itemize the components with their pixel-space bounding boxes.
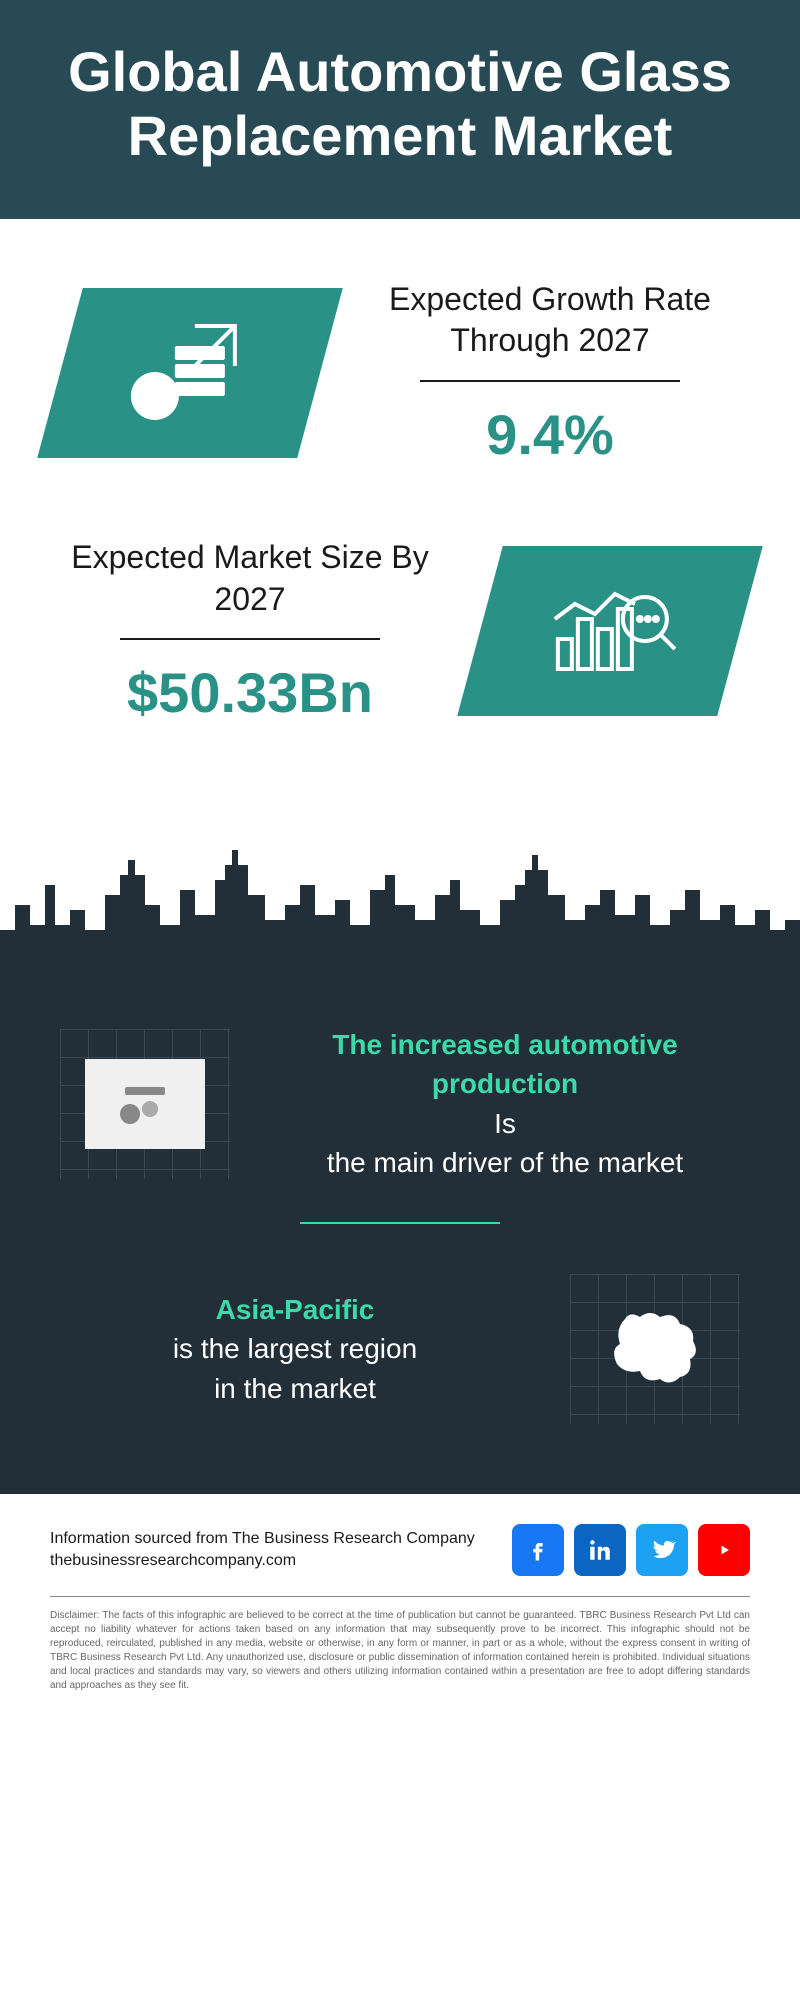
marketsize-value: $50.33Bn (60, 660, 440, 725)
social-links (512, 1524, 750, 1576)
auto-parts-graphic (60, 1029, 230, 1179)
insight-1-line1: Is (494, 1108, 516, 1139)
divider (120, 638, 380, 640)
chart-icon-box (457, 546, 763, 716)
svg-text:$: $ (147, 380, 163, 411)
insight-2-line2: in the market (214, 1373, 376, 1404)
insight-1-text: The increased automotive production Is t… (270, 1025, 740, 1182)
insight-2-text: Asia-Pacific is the largest region in th… (60, 1290, 530, 1408)
footer-divider (50, 1596, 750, 1597)
footer: Information sourced from The Business Re… (0, 1494, 800, 1713)
source-line2: thebusinessresearchcompany.com (50, 1552, 296, 1569)
growth-value: 9.4% (360, 402, 740, 467)
stats-section: $ Expected Growth Rate Through 2027 9.4% (0, 219, 800, 835)
growth-stat-block: Expected Growth Rate Through 2027 9.4% (360, 279, 740, 467)
insight-row-2: Asia-Pacific is the largest region in th… (60, 1274, 740, 1424)
disclaimer-text: Disclaimer: The facts of this infographi… (50, 1609, 750, 1693)
insight-1-line2: the main driver of the market (327, 1147, 683, 1178)
skyline-graphic (0, 835, 800, 975)
facebook-icon[interactable] (512, 1524, 564, 1576)
youtube-icon[interactable] (698, 1524, 750, 1576)
header-banner: Global Automotive Glass Replacement Mark… (0, 0, 800, 219)
growth-money-icon: $ (120, 310, 260, 435)
growth-icon-box: $ (37, 288, 343, 458)
insight-2-highlight: Asia-Pacific (216, 1294, 375, 1325)
stat-row-growth: $ Expected Growth Rate Through 2027 9.4% (60, 279, 740, 467)
divider (420, 380, 680, 382)
source-line1: Information sourced from The Business Re… (50, 1530, 475, 1547)
stat-row-marketsize: Expected Market Size By 2027 $50.33Bn (60, 537, 740, 725)
source-info: Information sourced from The Business Re… (50, 1528, 475, 1573)
asia-map-graphic (570, 1274, 740, 1424)
insight-row-1: The increased automotive production Is t… (60, 1025, 740, 1182)
linkedin-icon[interactable] (574, 1524, 626, 1576)
insight-2-line1: is the largest region (173, 1333, 417, 1364)
footer-top-row: Information sourced from The Business Re… (50, 1524, 750, 1576)
auto-parts-image (85, 1059, 205, 1149)
chart-analysis-icon (540, 569, 680, 694)
marketsize-label: Expected Market Size By 2027 (60, 537, 440, 620)
twitter-icon[interactable] (636, 1524, 688, 1576)
growth-label: Expected Growth Rate Through 2027 (360, 279, 740, 362)
marketsize-stat-block: Expected Market Size By 2027 $50.33Bn (60, 537, 440, 725)
insight-1-highlight: The increased automotive production (332, 1029, 677, 1099)
insights-section: The increased automotive production Is t… (0, 975, 800, 1494)
page-title: Global Automotive Glass Replacement Mark… (50, 40, 750, 169)
insight-divider (300, 1222, 500, 1224)
